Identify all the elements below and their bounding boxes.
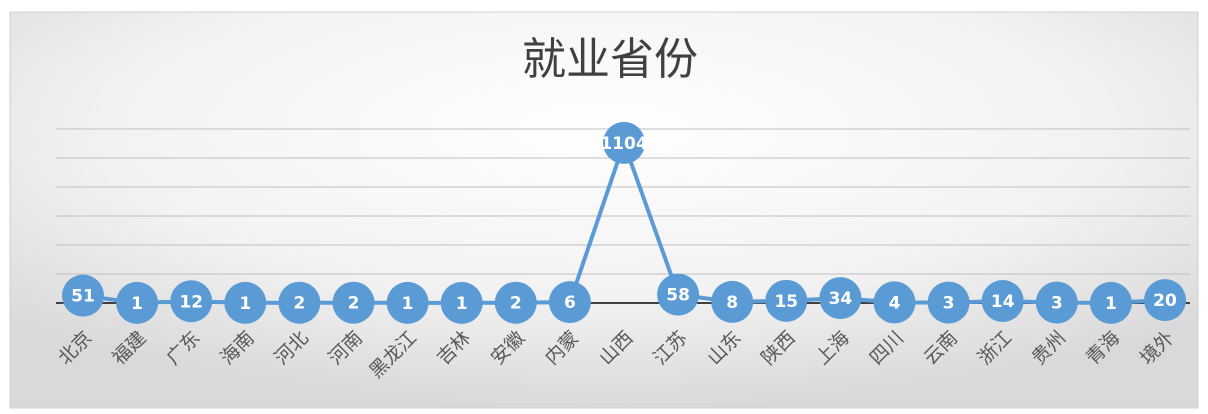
- data-point: [711, 280, 754, 323]
- data-point: [386, 281, 429, 324]
- data-label: 1104: [600, 134, 647, 154]
- data-label: 1: [1105, 294, 1117, 314]
- data-point: [224, 281, 267, 324]
- data-label: 1: [239, 294, 251, 314]
- data-point: [548, 281, 591, 324]
- data-label: 51: [71, 287, 95, 307]
- data-point: [765, 279, 808, 322]
- data-point: [116, 281, 159, 324]
- data-label: 1: [456, 294, 468, 314]
- data-label: 4: [889, 293, 901, 313]
- data-point: [494, 281, 537, 324]
- data-point: [927, 281, 970, 324]
- data-label: 6: [564, 293, 576, 313]
- data-label: 8: [726, 293, 738, 313]
- chart-title: 就业省份: [522, 34, 698, 85]
- data-label: 34: [829, 289, 853, 309]
- data-label: 2: [510, 294, 522, 314]
- data-point: [657, 273, 700, 316]
- data-label: 3: [1051, 294, 1063, 314]
- data-point: [1035, 281, 1078, 324]
- data-label: 1: [402, 294, 414, 314]
- data-label: 1: [131, 294, 143, 314]
- data-point: [981, 279, 1024, 322]
- data-point: [278, 281, 321, 324]
- data-label: 20: [1153, 291, 1177, 311]
- data-label: 15: [774, 292, 798, 312]
- data-point: [1089, 281, 1132, 324]
- chart-background: [9, 11, 1199, 409]
- data-point: [819, 277, 862, 320]
- data-label: 2: [348, 294, 360, 314]
- data-label: 12: [179, 292, 203, 312]
- data-label: 58: [666, 286, 690, 306]
- data-point: [440, 281, 483, 324]
- data-point: [873, 281, 916, 324]
- data-label: 3: [943, 294, 955, 314]
- data-point: [62, 274, 104, 317]
- data-label: 2: [293, 294, 305, 314]
- data-point: [170, 280, 213, 323]
- data-label: 14: [991, 292, 1015, 312]
- data-point: [1144, 279, 1186, 322]
- data-point: [332, 281, 375, 324]
- data-point: [603, 121, 645, 164]
